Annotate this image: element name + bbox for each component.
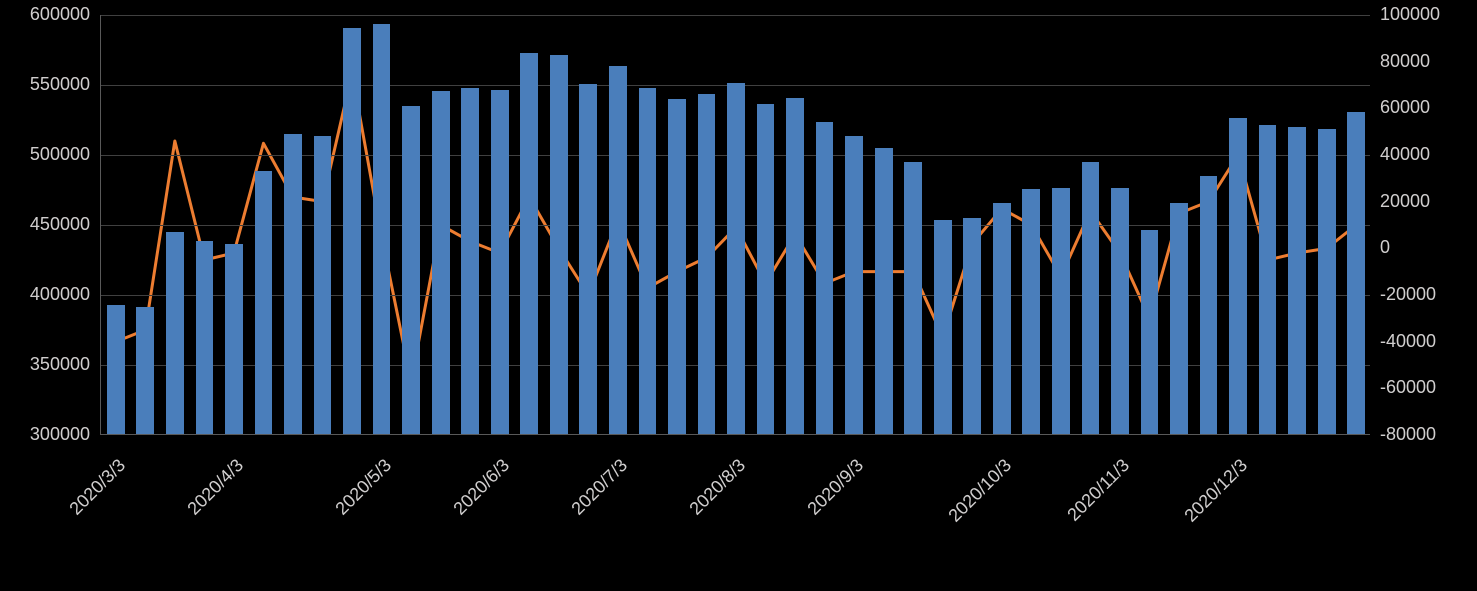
bar <box>1052 188 1070 434</box>
bar <box>1111 188 1129 434</box>
x-tick-label: 2020/8/3 <box>685 455 749 519</box>
bar <box>520 53 538 434</box>
bar <box>461 88 479 434</box>
x-tick-label: 2020/10/3 <box>944 455 1015 526</box>
bar <box>1082 162 1100 434</box>
y-right-tick-label: 20000 <box>1380 191 1430 212</box>
bar <box>1022 189 1040 434</box>
x-tick-label: 2020/9/3 <box>804 455 868 519</box>
bar <box>1200 176 1218 434</box>
bar <box>107 305 125 434</box>
plot-area <box>100 15 1370 435</box>
bar <box>1259 125 1277 434</box>
y-left-tick-label: 550000 <box>0 74 90 95</box>
bar <box>1288 127 1306 434</box>
x-tick-label: 2020/11/3 <box>1063 455 1134 526</box>
y-right-tick-label: 80000 <box>1380 51 1430 72</box>
bar <box>136 307 154 434</box>
x-tick-label: 2020/4/3 <box>183 455 247 519</box>
y-right-tick-label: -20000 <box>1380 284 1436 305</box>
bar <box>786 98 804 434</box>
bar <box>402 106 420 434</box>
y-right-tick-label: -40000 <box>1380 331 1436 352</box>
combo-chart: 3000003500004000004500005000005500006000… <box>0 0 1477 591</box>
x-tick-label: 2020/3/3 <box>65 455 129 519</box>
y-right-tick-label: 100000 <box>1380 4 1440 25</box>
bar <box>816 122 834 434</box>
y-right-tick-label: -80000 <box>1380 424 1436 445</box>
bar <box>668 99 686 434</box>
bar <box>550 55 568 434</box>
bar <box>491 90 509 434</box>
bar <box>166 232 184 434</box>
bar <box>727 83 745 434</box>
y-left-tick-label: 600000 <box>0 4 90 25</box>
x-tick-label: 2020/12/3 <box>1180 455 1251 526</box>
x-tick-label: 2020/5/3 <box>331 455 395 519</box>
bar <box>196 241 214 434</box>
bar <box>1141 230 1159 434</box>
bar <box>963 218 981 434</box>
bar <box>314 136 332 434</box>
bar <box>698 94 716 434</box>
y-left-tick-label: 400000 <box>0 284 90 305</box>
y-right-tick-label: 40000 <box>1380 144 1430 165</box>
y-left-tick-label: 500000 <box>0 144 90 165</box>
bar <box>284 134 302 434</box>
y-left-tick-label: 350000 <box>0 354 90 375</box>
bar <box>845 136 863 434</box>
bar <box>1347 112 1365 434</box>
bar <box>1229 118 1247 434</box>
bar <box>579 84 597 434</box>
bar <box>904 162 922 434</box>
y-right-tick-label: 0 <box>1380 237 1390 258</box>
bar <box>934 220 952 434</box>
bar <box>343 28 361 434</box>
y-left-tick-label: 300000 <box>0 424 90 445</box>
bar <box>373 24 391 434</box>
bar <box>1170 203 1188 434</box>
y-right-tick-label: 60000 <box>1380 97 1430 118</box>
bar <box>1318 129 1336 434</box>
bar <box>609 66 627 434</box>
gridline <box>101 15 1370 16</box>
bar <box>432 91 450 434</box>
bar <box>993 203 1011 434</box>
bar <box>255 171 273 434</box>
x-tick-label: 2020/7/3 <box>567 455 631 519</box>
bar <box>639 88 657 434</box>
bar <box>875 148 893 434</box>
y-right-tick-label: -60000 <box>1380 377 1436 398</box>
bar <box>757 104 775 434</box>
bar <box>225 244 243 434</box>
y-left-tick-label: 450000 <box>0 214 90 235</box>
x-tick-label: 2020/6/3 <box>449 455 513 519</box>
